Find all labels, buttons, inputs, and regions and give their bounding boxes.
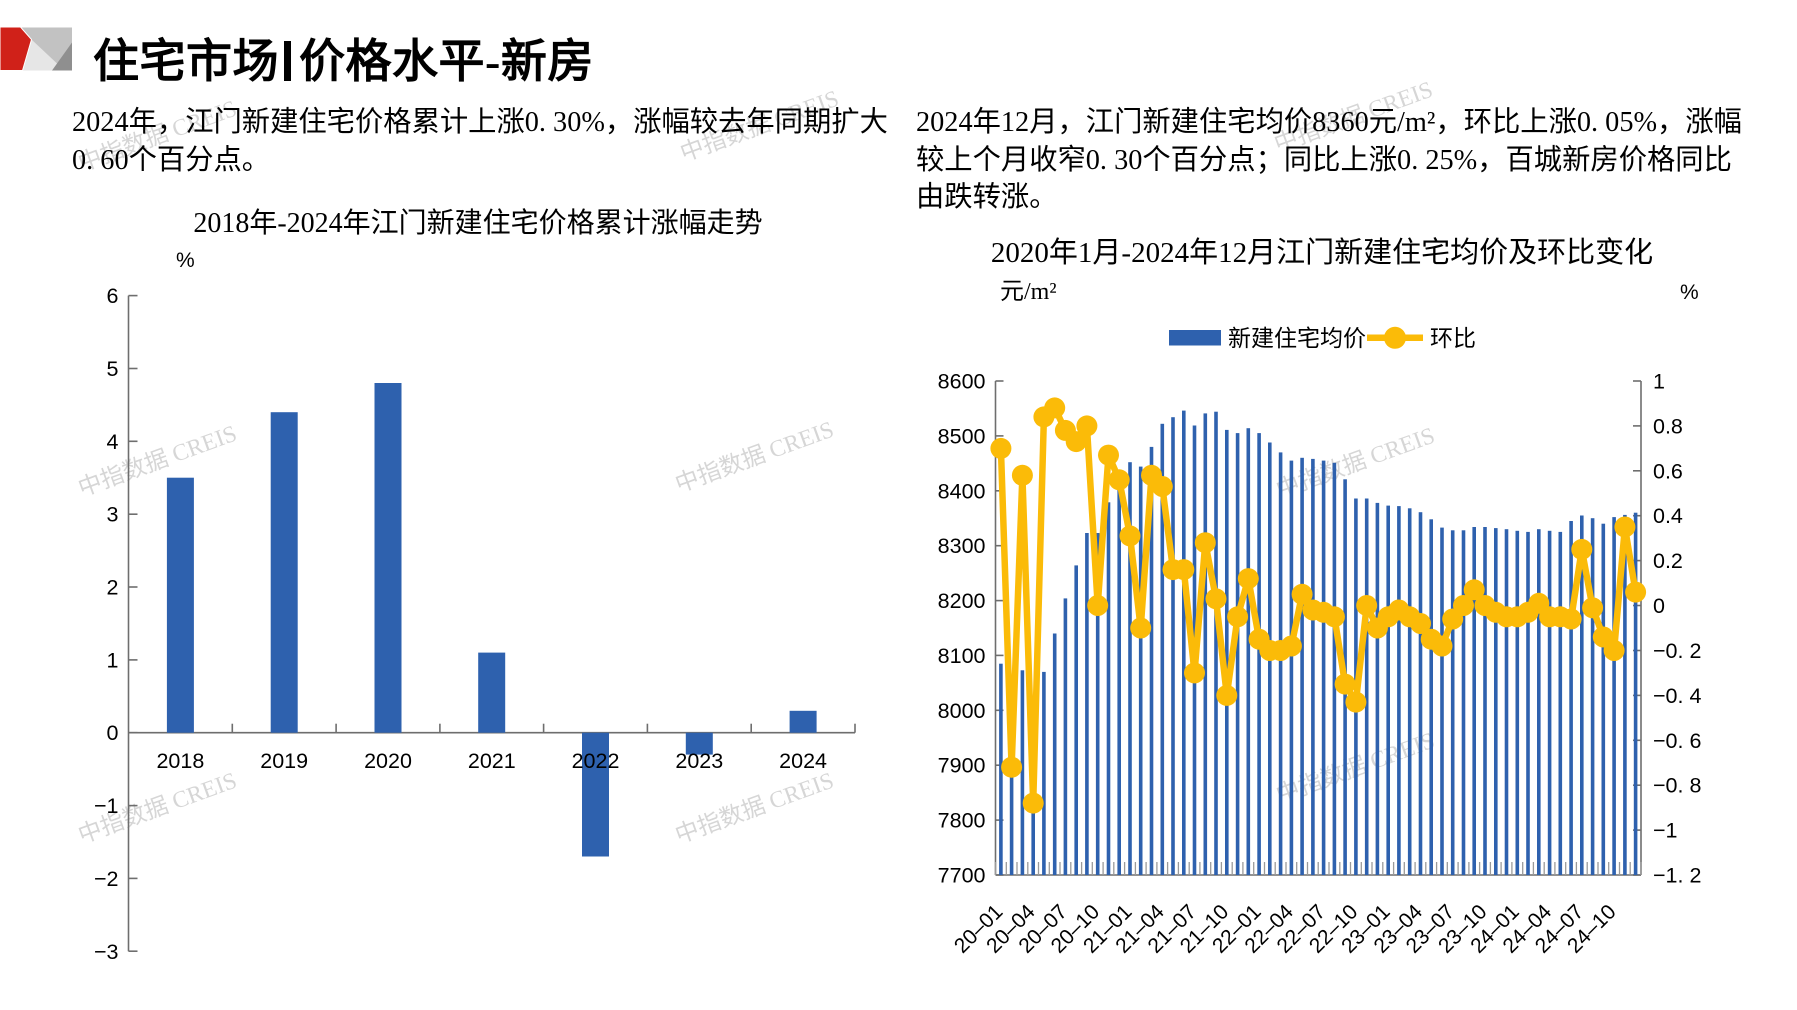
svg-text:2023: 2023 <box>675 749 723 773</box>
svg-text:%: % <box>176 249 195 272</box>
svg-text:2018年-2024年江门新建住宅价格累计涨幅走势: 2018年-2024年江门新建住宅价格累计涨幅走势 <box>193 207 762 239</box>
svg-text:−1. 2: −1. 2 <box>1653 864 1701 888</box>
svg-text:2024: 2024 <box>779 749 827 773</box>
svg-text:−0. 8: −0. 8 <box>1653 774 1701 798</box>
svg-text:0.8: 0.8 <box>1653 414 1683 438</box>
svg-text:8200: 8200 <box>938 589 986 613</box>
svg-text:2: 2 <box>107 576 119 600</box>
svg-text:2019: 2019 <box>260 749 308 773</box>
svg-text:5: 5 <box>107 357 119 381</box>
svg-text:2018: 2018 <box>156 749 204 773</box>
svg-text:7700: 7700 <box>938 864 986 888</box>
svg-text:−1: −1 <box>94 794 119 818</box>
svg-text:2020年1月-2024年12月江门新建住宅均价及环比变化: 2020年1月-2024年12月江门新建住宅均价及环比变化 <box>991 236 1653 269</box>
svg-text:−1: −1 <box>1653 819 1678 843</box>
svg-text:7900: 7900 <box>938 754 986 778</box>
svg-text:3: 3 <box>107 503 119 527</box>
svg-text:0.2: 0.2 <box>1653 549 1683 573</box>
svg-text:中指数据 CREIS: 中指数据 CREIS <box>672 767 838 849</box>
svg-text:−2: −2 <box>94 867 119 891</box>
svg-text:中指数据 CREIS: 中指数据 CREIS <box>75 420 241 502</box>
svg-text:7800: 7800 <box>938 809 986 833</box>
svg-text:−0. 4: −0. 4 <box>1653 684 1701 708</box>
svg-text:0.4: 0.4 <box>1653 504 1683 528</box>
svg-text:8500: 8500 <box>938 424 986 448</box>
svg-text:8400: 8400 <box>938 479 986 503</box>
svg-text:4: 4 <box>107 430 119 454</box>
svg-text:0.6: 0.6 <box>1653 459 1683 483</box>
svg-text:中指数据 CREIS: 中指数据 CREIS <box>1273 422 1439 504</box>
svg-text:2022: 2022 <box>572 749 620 773</box>
svg-text:环比: 环比 <box>1430 326 1476 351</box>
svg-text:元/m²: 元/m² <box>1000 279 1057 305</box>
svg-text:0: 0 <box>107 721 119 745</box>
svg-text:%: % <box>1680 281 1699 304</box>
svg-text:6: 6 <box>107 284 119 308</box>
svg-text:中指数据 CREIS: 中指数据 CREIS <box>672 416 838 498</box>
svg-text:1: 1 <box>107 648 119 672</box>
svg-text:8600: 8600 <box>938 370 986 394</box>
svg-text:2020: 2020 <box>364 749 412 773</box>
svg-text:−0. 2: −0. 2 <box>1653 639 1701 663</box>
svg-text:8000: 8000 <box>938 699 986 723</box>
svg-text:0: 0 <box>1653 594 1665 618</box>
svg-text:1: 1 <box>1653 370 1665 394</box>
svg-text:8300: 8300 <box>938 534 986 558</box>
svg-text:8100: 8100 <box>938 644 986 668</box>
svg-text:−3: −3 <box>94 940 119 964</box>
svg-text:−0. 6: −0. 6 <box>1653 729 1701 753</box>
svg-text:新建住宅均价: 新建住宅均价 <box>1228 326 1366 351</box>
svg-text:2021: 2021 <box>468 749 516 773</box>
